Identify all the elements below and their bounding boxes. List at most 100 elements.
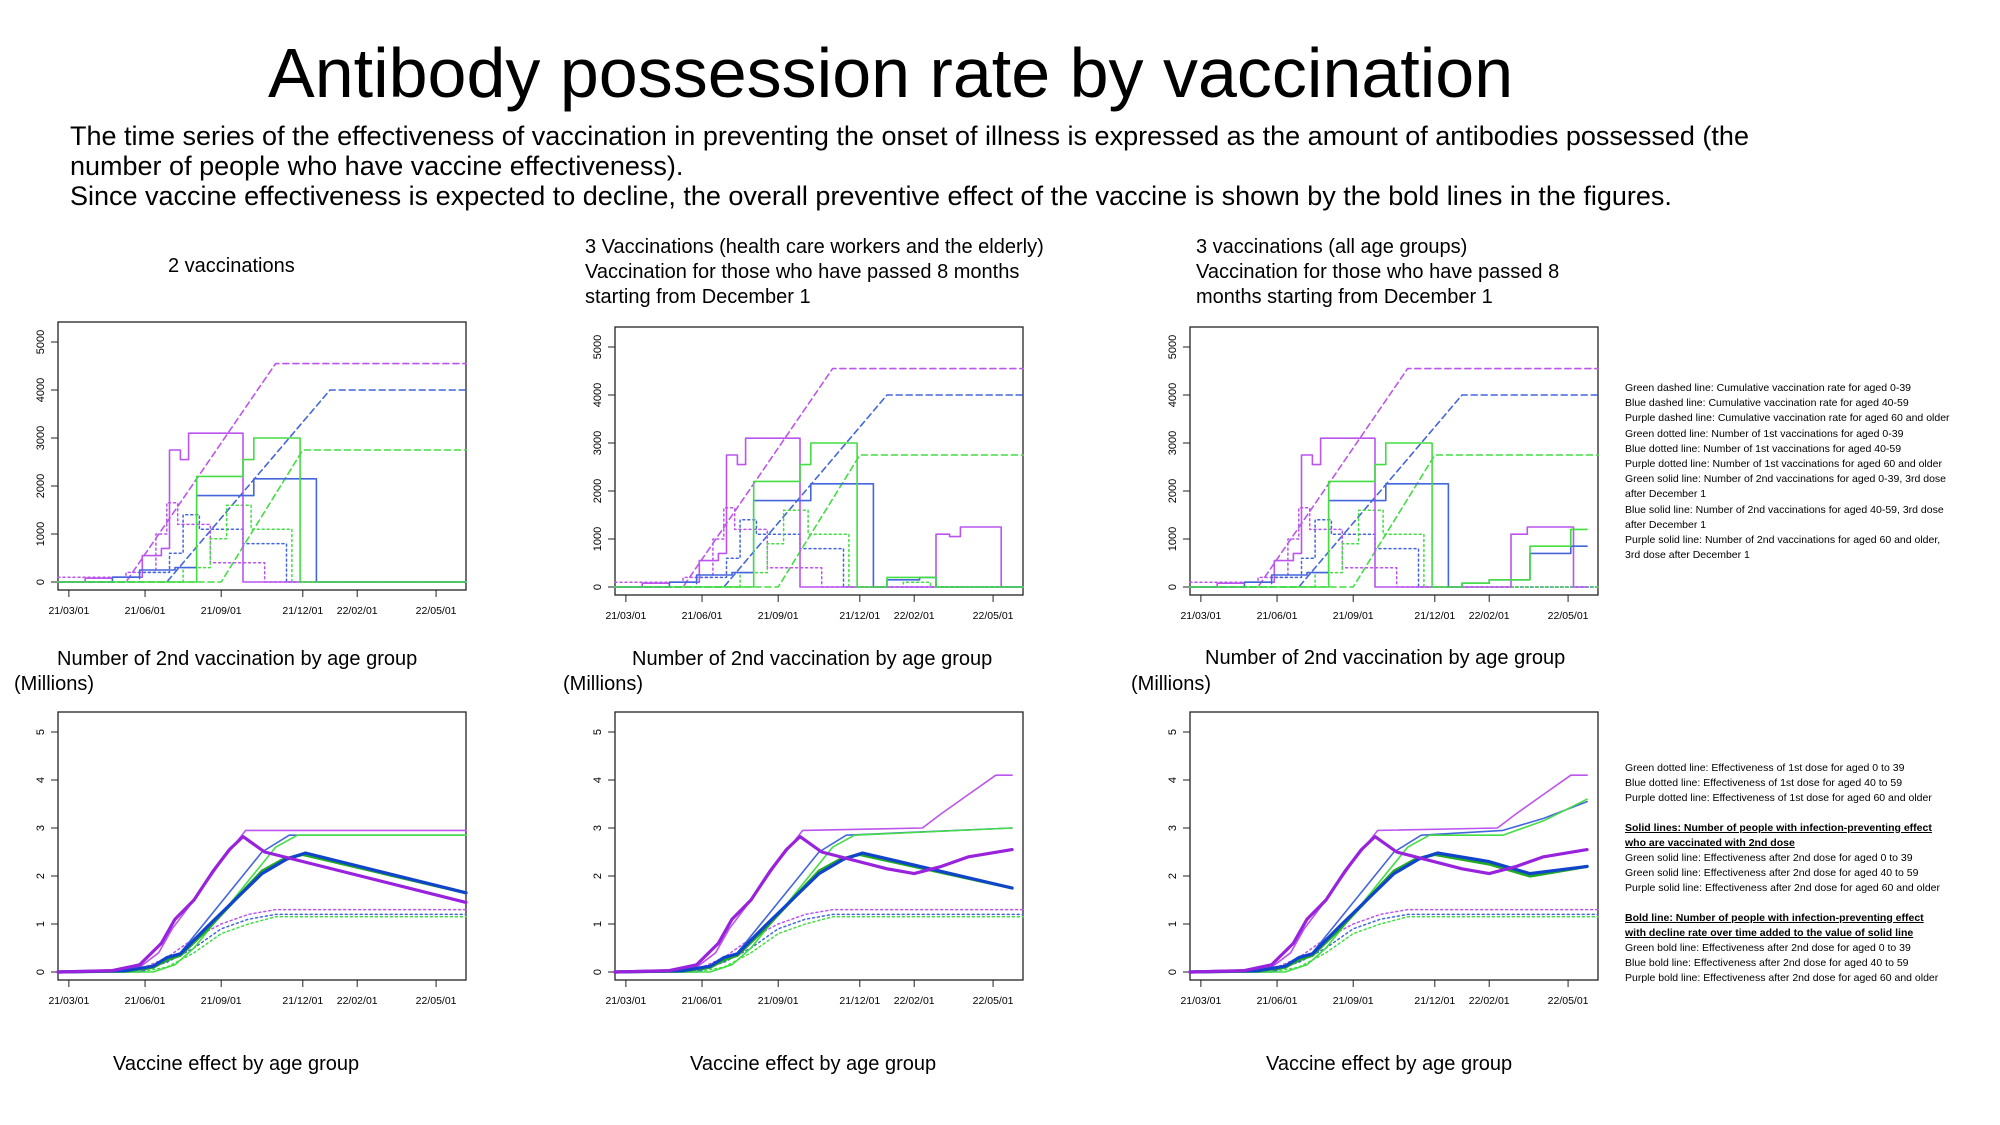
x-tick-label: 21/03/01 (48, 605, 89, 617)
x-tick-label: 22/05/01 (1548, 610, 1589, 622)
panel-title-2-vaccinations: 2 vaccinations (168, 254, 295, 279)
y-tick-label: 5 (592, 729, 604, 735)
series-purple-dotted (57, 908, 467, 973)
y-tick-label: 3 (592, 825, 604, 831)
y-tick-label: 4 (592, 777, 604, 783)
series-blue-dotted (57, 514, 467, 583)
x-tick-label: 22/02/01 (337, 995, 378, 1007)
y-tick-label: 4 (35, 777, 47, 783)
panel-title-line: starting from December 1 (585, 286, 811, 308)
x-tick-label: 21/03/01 (1180, 995, 1221, 1007)
chart-vaccine-effect-panel-3: 0 1 2 3 4 5 21/03/01 21/06/01 21/09/01 21/12/01 22… (1167, 711, 1599, 1007)
y-tick-label: 2000 (35, 474, 47, 498)
x-tick-label: 21/09/01 (758, 610, 799, 622)
series-purple-dotted (1189, 908, 1599, 973)
series-green-dotted (1189, 509, 1599, 588)
series-blue-solid (1189, 483, 1588, 588)
series-purple-solid (614, 437, 1024, 588)
y-tick-label: 3 (35, 825, 47, 831)
series-blue-dotted (1189, 913, 1599, 973)
legend-item: Green solid line: Effectiveness after 2n… (1625, 867, 1919, 880)
series-purple-dashed (57, 362, 467, 583)
chart-caption: Number of 2nd vaccination by age group (632, 648, 993, 670)
x-tick-label: 21/06/01 (1257, 995, 1298, 1007)
legend-item: Green dashed line: Cumulative vaccinatio… (1625, 382, 1912, 394)
x-tick-label: 22/02/01 (1469, 610, 1510, 622)
legend-item: Green bold line: Effectiveness after 2nd… (1625, 942, 1911, 955)
series-green-solid (614, 442, 1024, 588)
panel-title-line: 2 vaccinations (168, 255, 295, 277)
y-tick-label: 0 (35, 969, 47, 975)
x-tick-label: 22/02/01 (894, 610, 935, 622)
legend-item: Purple solid line: Number of 2nd vaccina… (1625, 534, 1941, 547)
chart-caption: Number of 2nd vaccination by age group (1205, 647, 1566, 669)
x-tick-label: 21/06/01 (682, 610, 723, 622)
y-tick-label: 5 (1167, 729, 1179, 735)
series-blue-solid (57, 478, 467, 583)
y-tick-label: 5000 (592, 335, 604, 359)
chart-caption: Vaccine effect by age group (690, 1053, 937, 1075)
x-tick-label: 21/03/01 (605, 610, 646, 622)
x-tick-label: 22/05/01 (973, 995, 1014, 1007)
series-blue-dotted (1189, 519, 1599, 588)
chart-caption: Vaccine effect by age group (113, 1053, 360, 1075)
plot-frame (57, 711, 467, 981)
y-tick-label: 5 (35, 729, 47, 735)
series-bold_blue-bold (613, 851, 1014, 974)
series-bold_blue-bold (56, 851, 468, 974)
series-blue-dotted (614, 913, 1024, 973)
x-tick-label: 21/06/01 (1257, 610, 1298, 622)
x-tick-label: 21/06/01 (125, 605, 166, 617)
y-tick-label: 4000 (35, 378, 47, 402)
y-tick-label: 2 (1167, 873, 1179, 879)
plot-frame (614, 711, 1024, 981)
legend-item: after December 1 (1625, 518, 1707, 531)
panel-title-line: months starting from December 1 (1196, 286, 1493, 308)
legend-heading: Bold line: Number of people with infecti… (1625, 911, 1924, 924)
intro-text: The time series of the effectiveness of … (70, 121, 1970, 211)
series-blue-dotted (614, 519, 1024, 588)
series-blue-dashed (1189, 394, 1599, 588)
plot-frame (614, 326, 1024, 596)
chart-caption: Vaccine effect by age group (1266, 1053, 1513, 1075)
series-green-dotted (1189, 916, 1599, 973)
series-purple-dotted (1189, 507, 1599, 588)
x-tick-label: 21/12/01 (1414, 995, 1455, 1007)
chart-2nd-vaccination-panel-2: 0 1000 2000 3000 4000 5000 21/03/01 21/06/01 21/… (592, 326, 1024, 622)
series-bold_purple-bold (1188, 835, 1589, 974)
x-tick-label: 21/09/01 (758, 995, 799, 1007)
legend-item: Purple dotted line: Number of 1st vaccin… (1625, 458, 1942, 471)
plot-frame (1189, 711, 1599, 981)
series-purple-dotted (614, 507, 1024, 588)
panel-title-3-vaccinations-elderly: 3 Vaccinations (health care workers and … (585, 235, 1044, 310)
x-tick-label: 21/06/01 (682, 995, 723, 1007)
series-purple-dotted (57, 502, 467, 583)
legend-item: Green dotted line: Effectiveness of 1st … (1625, 762, 1905, 774)
y-tick-label: 1 (592, 921, 604, 927)
legend-item: Green solid line: Number of 2nd vaccinat… (1625, 473, 1947, 486)
series-blue-dashed (614, 394, 1024, 588)
x-tick-label: 21/12/01 (282, 995, 323, 1007)
y-tick-label: 1 (35, 921, 47, 927)
y-tick-label: 2 (592, 873, 604, 879)
y-tick-label: 5000 (1167, 335, 1179, 359)
series-bold_blue-bold (1188, 851, 1589, 974)
y-tick-label: 4000 (592, 383, 604, 407)
series-bold_purple-bold (613, 835, 1014, 974)
series-bold_purple-bold (56, 835, 468, 974)
y-tick-label: 4000 (1167, 383, 1179, 407)
x-tick-label: 21/03/01 (48, 995, 89, 1007)
series-green-dotted (614, 509, 1024, 588)
series-green-dotted (614, 916, 1024, 973)
chart-2nd-vaccination-panel-3: 0 1000 2000 3000 4000 5000 21/03/01 21/06/01 21/… (1167, 326, 1599, 622)
x-tick-label: 22/02/01 (337, 605, 378, 617)
series-blue-dashed (57, 389, 467, 583)
y-tick-label: 3000 (35, 426, 47, 450)
series-purple-solid (57, 432, 467, 583)
legend-item: Purple dashed line: Cumulative vaccinati… (1625, 412, 1950, 425)
legend-heading: who are vaccinated with 2nd dose (1625, 836, 1795, 849)
legend-item: Blue bold line: Effectiveness after 2nd … (1625, 957, 1909, 970)
x-tick-label: 22/02/01 (1469, 995, 1510, 1007)
legend-item: Purple bold line: Effectiveness after 2n… (1625, 972, 1939, 985)
x-tick-label: 21/12/01 (1414, 610, 1455, 622)
